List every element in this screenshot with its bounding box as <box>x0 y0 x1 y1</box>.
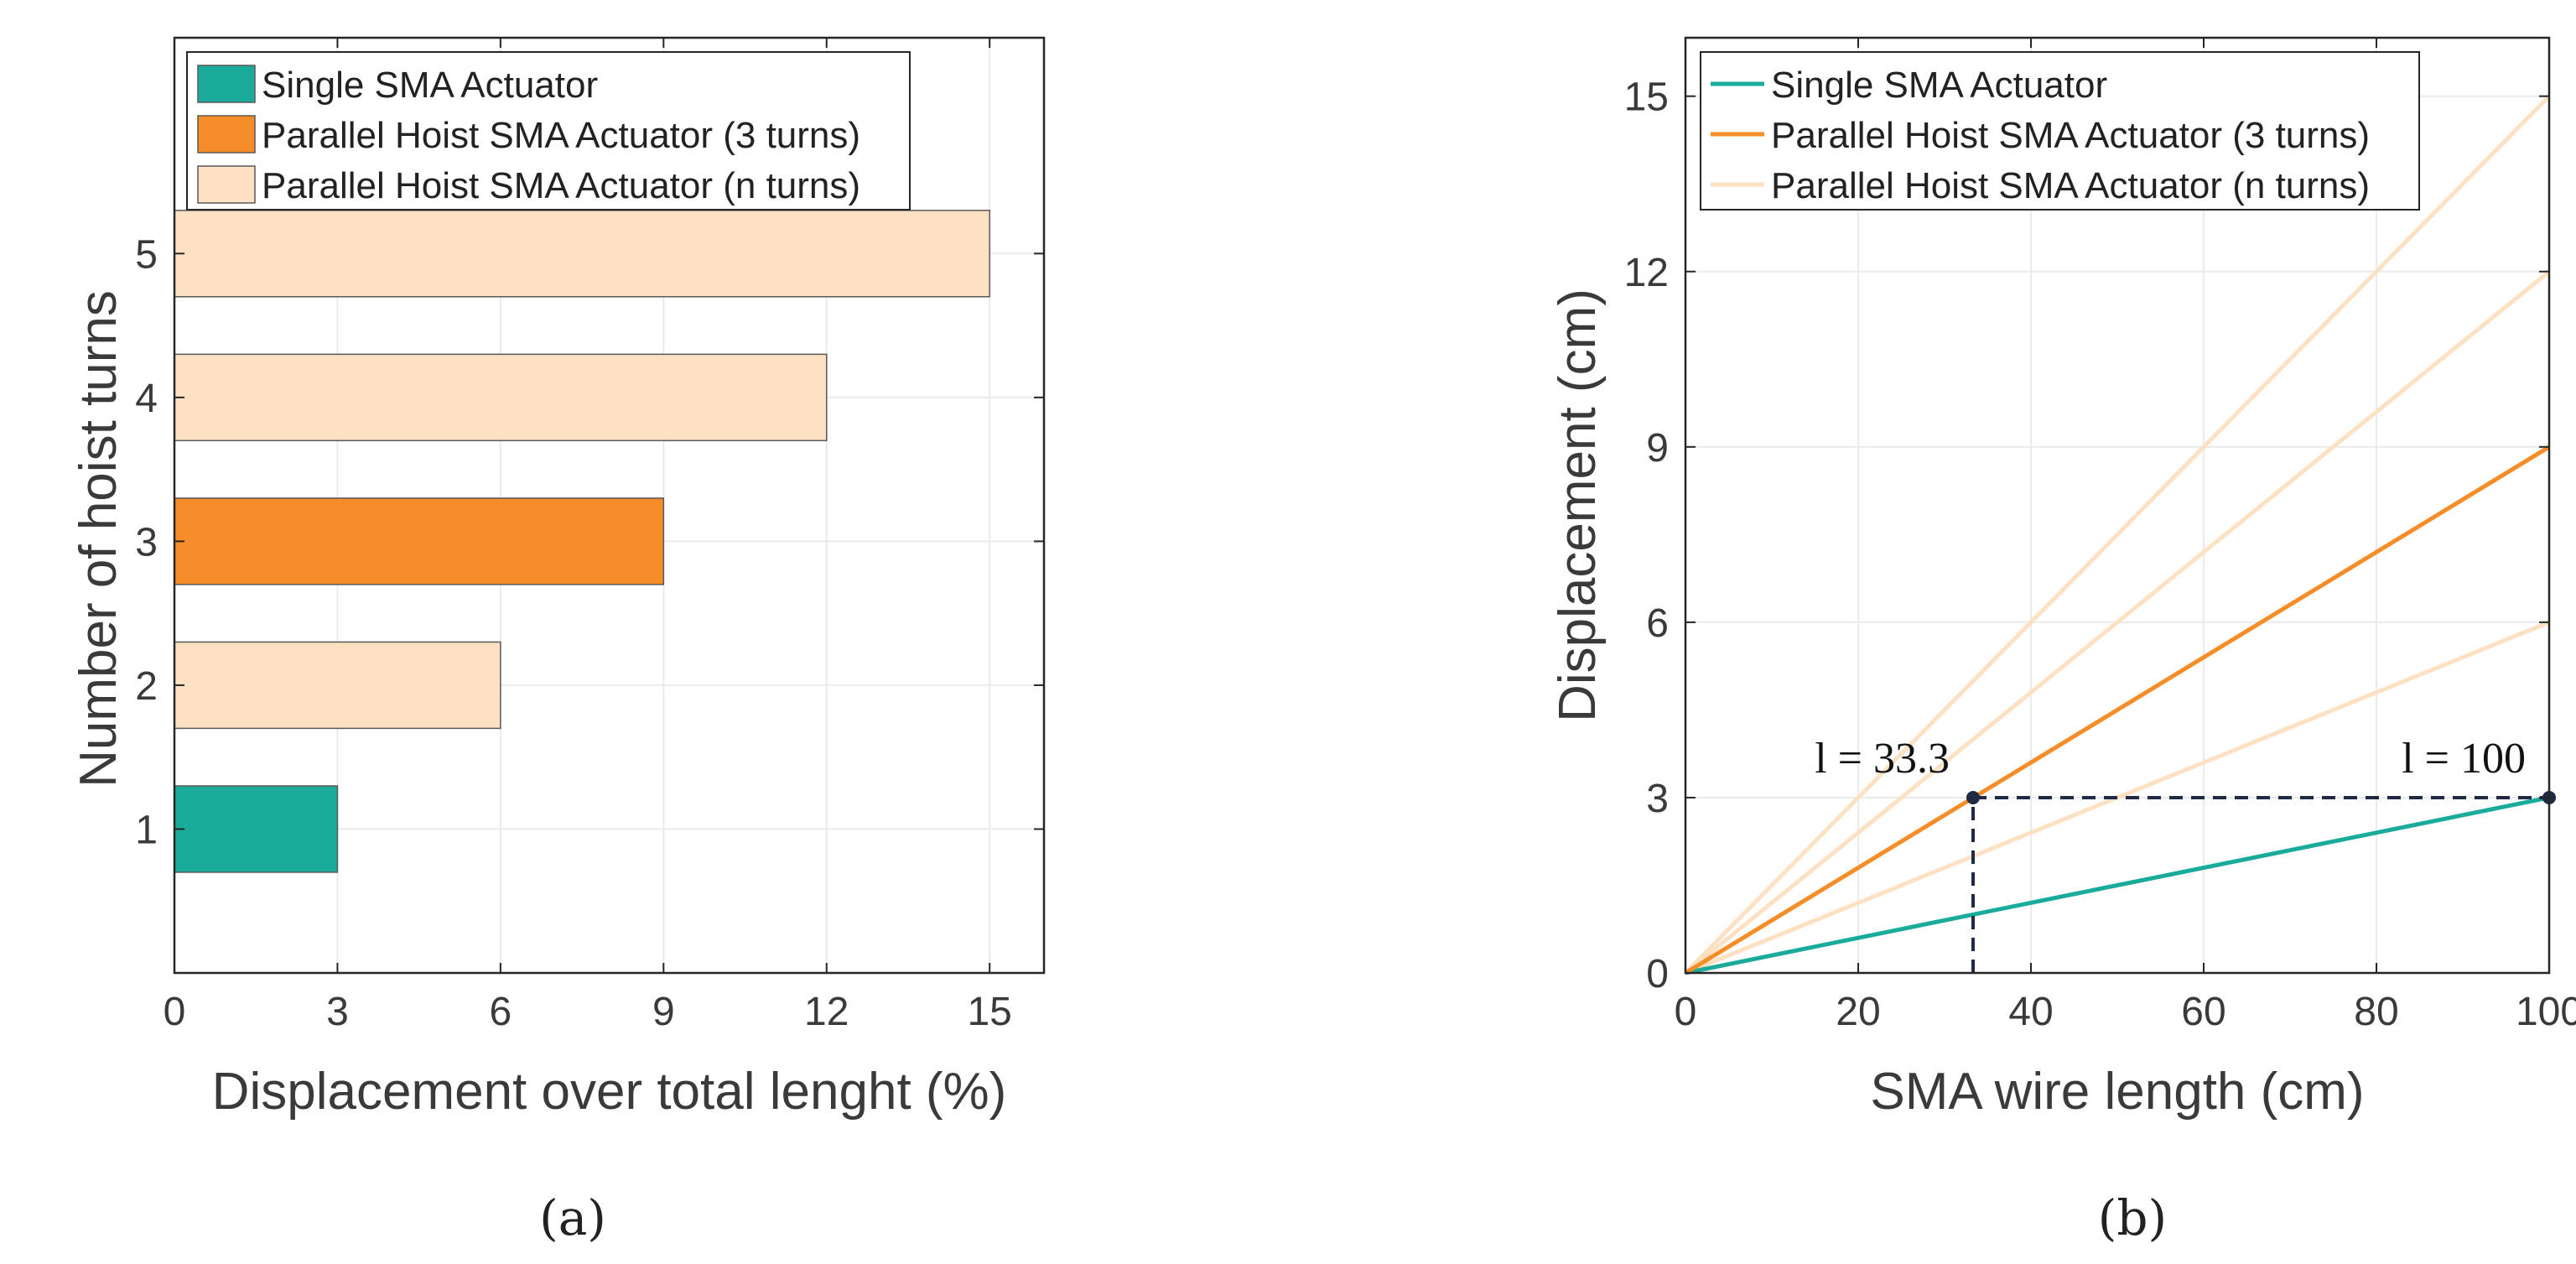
y-axis-label-b: Displacement (cm) <box>1549 289 1607 722</box>
bar-2 <box>174 641 501 730</box>
legend-swatch <box>197 165 256 204</box>
axes-box-b <box>1684 36 2551 975</box>
bar-5 <box>174 210 990 298</box>
legend-swatch <box>197 65 256 103</box>
bar-4 <box>174 353 828 442</box>
caption-a: (a) <box>539 1189 606 1246</box>
chart-b: l = 33.3 l = 100 0 20 40 60 80 100 0 3 6 9 12 15 SMA w… <box>1549 36 2576 1121</box>
annotation-point <box>1966 790 1980 804</box>
tick-label-y: 3 <box>1646 777 1669 821</box>
legend-label: Parallel Hoist SMA Actuator (n turns) <box>262 165 860 206</box>
tick-label-x: 6 <box>490 990 512 1034</box>
tick-label-y: 1 <box>135 808 158 852</box>
tick-label-x: 40 <box>2008 990 2053 1034</box>
tick-label-y: 0 <box>1646 952 1669 996</box>
tick-label-y: 5 <box>135 232 158 277</box>
axes-box-a <box>173 36 1046 975</box>
series-line <box>1685 620 2550 975</box>
x-axis-label-a: Displacement over total lenght (%) <box>212 1063 1007 1121</box>
legend-box-b <box>1700 51 2420 211</box>
tick-label-y: 9 <box>1646 426 1669 471</box>
series-line <box>1684 445 2551 975</box>
annotation-label: l = 33.3 <box>1815 735 1950 783</box>
series-line <box>1684 94 2551 975</box>
tick-label-y: 3 <box>135 520 158 564</box>
bar-3 <box>174 497 665 585</box>
x-axis-label-b: SMA wire length (cm) <box>1870 1063 2364 1121</box>
annotation-label: l = 100 <box>2402 735 2526 783</box>
legend-b: Single SMA Actuator Parallel Hoist SMA Ac… <box>1700 51 2420 211</box>
legend-box-a <box>186 51 911 211</box>
legend-label: Parallel Hoist SMA Actuator (n turns) <box>1771 165 2370 206</box>
tick-label-y: 4 <box>135 377 158 421</box>
legend-swatch <box>197 115 256 153</box>
tick-label-y: 2 <box>135 664 158 709</box>
tick-label-x: 12 <box>804 990 849 1034</box>
series-line <box>1684 269 2551 975</box>
tick-label-x: 60 <box>2181 990 2225 1034</box>
legend-label: Single SMA Actuator <box>262 65 598 106</box>
legend-a: Single SMA Actuator Parallel Hoist SMA Ac… <box>186 51 911 211</box>
tick-label-x: 20 <box>1836 990 1880 1034</box>
series-line <box>1685 795 2550 975</box>
legend-label: Parallel Hoist SMA Actuator (3 turns) <box>262 115 860 156</box>
tick-label-x: 9 <box>652 990 675 1034</box>
tick-label-x: 0 <box>1675 990 1697 1034</box>
y-axis-label-a: Number of hoist turns <box>70 290 127 788</box>
tick-label-x: 3 <box>326 990 349 1034</box>
tick-label-y: 15 <box>1624 75 1669 120</box>
tick-label-x: 15 <box>967 990 1011 1034</box>
tick-label-x: 0 <box>164 990 186 1034</box>
tick-label-x: 80 <box>2354 990 2398 1034</box>
legend-label: Parallel Hoist SMA Actuator (3 turns) <box>1771 115 2370 156</box>
tick-label-y: 6 <box>1646 601 1669 646</box>
legend-label: Single SMA Actuator <box>1771 65 2107 106</box>
tick-label-x: 100 <box>2516 990 2576 1034</box>
bar-1 <box>174 785 339 873</box>
caption-b: (b) <box>2098 1189 2167 1246</box>
tick-label-y: 12 <box>1624 251 1669 295</box>
